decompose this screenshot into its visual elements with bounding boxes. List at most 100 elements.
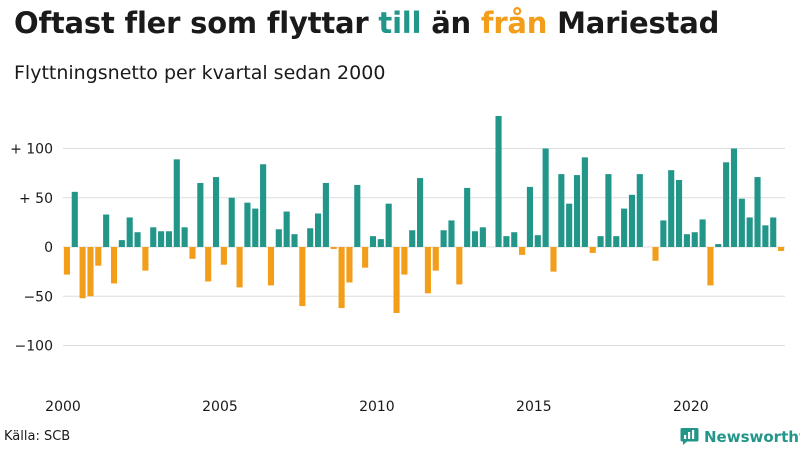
bar-2008-Q3 xyxy=(330,247,337,249)
y-tick-label: + 100 xyxy=(10,142,53,158)
page-title: Oftast fler som flyttar till än från Mar… xyxy=(14,6,719,40)
bar-2014-Q3 xyxy=(519,247,526,255)
bar-2006-Q3 xyxy=(267,247,275,286)
x-tick-label: 2020 xyxy=(673,399,709,415)
bar-2004-Q3 xyxy=(205,247,212,282)
bar-2004-Q4 xyxy=(212,177,220,247)
bar-2022-Q4 xyxy=(778,247,785,251)
bar-2012-Q4 xyxy=(464,187,471,247)
title-part: till xyxy=(378,6,422,40)
bar-2003-Q3 xyxy=(173,159,180,247)
brand-logo: Newsworthy xyxy=(680,427,800,446)
bar-2019-Q1 xyxy=(660,220,667,247)
bar-2016-Q2 xyxy=(573,175,581,247)
bar-2015-Q3 xyxy=(550,247,557,272)
bar-2019-Q2 xyxy=(668,170,675,247)
bar-2018-Q4 xyxy=(652,247,659,261)
bar-2021-Q1 xyxy=(723,162,730,247)
bar-2010-Q2 xyxy=(385,203,392,247)
bar-2016-Q3 xyxy=(581,157,588,248)
bar-2011-Q3 xyxy=(424,247,431,294)
brand-name: Newsworthy xyxy=(704,427,800,446)
bar-2006-Q4 xyxy=(275,229,282,247)
bar-2005-Q4 xyxy=(244,202,251,248)
x-tick-label: 2005 xyxy=(202,399,238,415)
bar-2007-Q1 xyxy=(283,211,290,247)
bar-2000-Q1 xyxy=(63,247,70,275)
page-subtitle: Flyttningsnetto per kvartal sedan 2000 xyxy=(14,62,386,84)
bar-2019-Q4 xyxy=(683,234,690,247)
x-tick-label: 2000 xyxy=(45,399,81,415)
source-note: Källa: SCB xyxy=(4,429,71,444)
bar-2005-Q2 xyxy=(228,197,235,247)
title-part: från xyxy=(480,6,548,40)
bar-2014-Q1 xyxy=(503,236,510,247)
bar-2002-Q4 xyxy=(150,227,157,247)
bar-2000-Q4 xyxy=(87,247,94,297)
bar-2001-Q4 xyxy=(118,240,125,247)
bar-2015-Q4 xyxy=(558,174,565,247)
bar-2010-Q3 xyxy=(393,247,400,313)
bar-2002-Q2 xyxy=(134,232,141,247)
bar-2003-Q2 xyxy=(165,231,172,247)
bar-2014-Q2 xyxy=(511,232,518,247)
x-tick-label: 2010 xyxy=(359,399,395,415)
bar-2016-Q1 xyxy=(566,203,573,247)
bar-2013-Q2 xyxy=(479,227,486,247)
bar-2006-Q1 xyxy=(252,208,259,247)
bar-2013-Q1 xyxy=(471,231,479,247)
bar-2003-Q1 xyxy=(158,231,165,247)
bar-2021-Q2 xyxy=(730,148,738,247)
bar-2003-Q4 xyxy=(181,227,188,247)
bar-2017-Q1 xyxy=(597,236,604,247)
bar-chart-speech-bubble-icon xyxy=(680,428,699,445)
bar-2022-Q3 xyxy=(770,217,777,247)
bar-2019-Q3 xyxy=(675,180,683,247)
bar-2017-Q3 xyxy=(613,236,620,247)
bar-2007-Q2 xyxy=(291,234,298,247)
bar-2018-Q1 xyxy=(628,194,636,247)
x-tick-label: 2015 xyxy=(516,399,552,415)
bar-2009-Q4 xyxy=(369,236,377,247)
bar-2004-Q2 xyxy=(197,182,204,247)
bar-2020-Q2 xyxy=(699,219,706,247)
y-tick-label: −100 xyxy=(15,339,53,355)
bar-2020-Q1 xyxy=(691,232,698,247)
bar-2009-Q3 xyxy=(362,247,369,268)
bar-2001-Q1 xyxy=(95,247,102,266)
bar-2005-Q1 xyxy=(220,247,227,265)
bar-2015-Q2 xyxy=(542,148,549,247)
bar-2006-Q2 xyxy=(260,164,267,247)
bar-2020-Q4 xyxy=(715,244,722,247)
bar-2012-Q1 xyxy=(440,230,447,247)
bar-2011-Q1 xyxy=(409,230,416,247)
bar-2009-Q1 xyxy=(346,247,353,283)
bar-2015-Q1 xyxy=(534,235,541,247)
y-tick-label: −50 xyxy=(23,289,53,305)
bar-2020-Q3 xyxy=(707,247,714,286)
y-tick-label: 0 xyxy=(44,240,53,256)
title-part: Mariestad xyxy=(547,6,720,40)
title-part: än xyxy=(421,6,481,40)
bar-2004-Q1 xyxy=(189,247,196,259)
bar-2021-Q4 xyxy=(746,217,753,247)
bar-2018-Q2 xyxy=(636,174,643,247)
bar-2010-Q4 xyxy=(401,247,408,275)
bar-2022-Q2 xyxy=(762,225,769,247)
bar-2001-Q2 xyxy=(103,214,110,248)
bar-2007-Q4 xyxy=(307,228,314,247)
bar-2007-Q3 xyxy=(299,247,306,307)
bar-2017-Q4 xyxy=(621,208,628,247)
bar-2013-Q4 xyxy=(495,116,502,247)
title-part: Oftast fler som flyttar xyxy=(14,6,379,40)
bar-2000-Q3 xyxy=(79,247,86,299)
bar-2021-Q3 xyxy=(738,198,745,248)
bar-2008-Q4 xyxy=(338,247,345,309)
bar-2005-Q3 xyxy=(236,247,243,288)
y-tick-label: + 50 xyxy=(19,191,53,207)
bar-2002-Q1 xyxy=(126,217,133,247)
bar-2014-Q4 xyxy=(526,186,533,247)
bar-2011-Q4 xyxy=(432,247,439,271)
bar-2010-Q1 xyxy=(377,239,384,247)
